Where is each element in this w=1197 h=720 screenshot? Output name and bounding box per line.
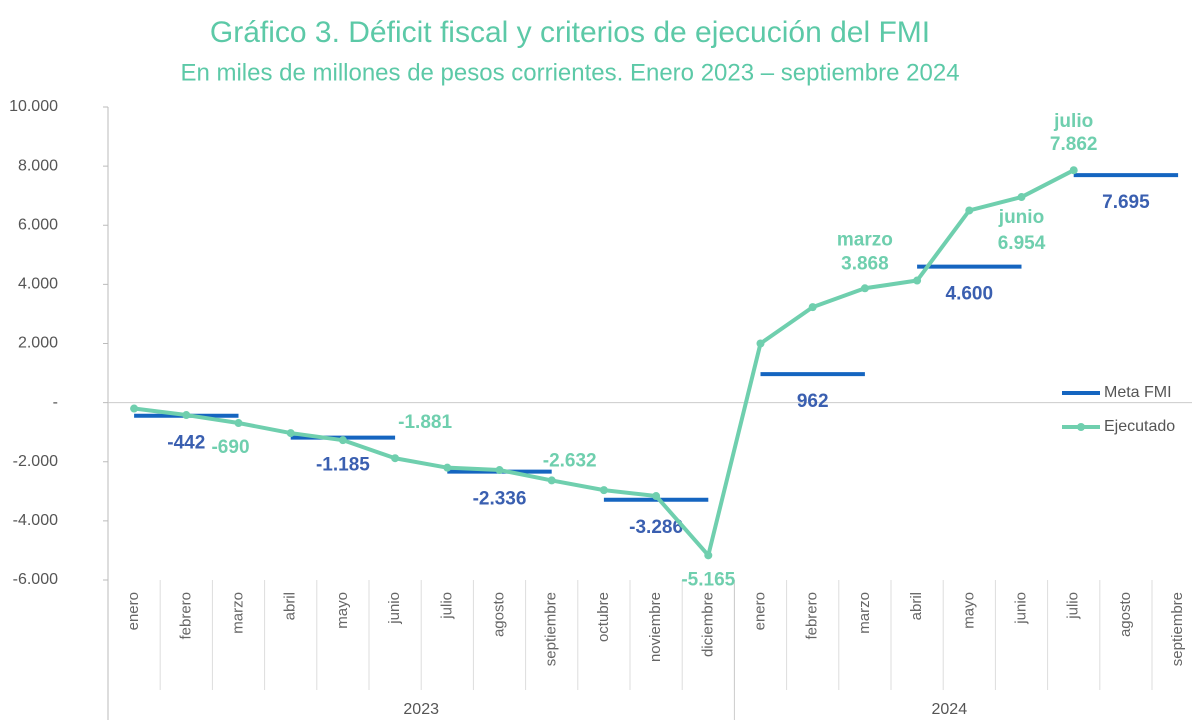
data-label: 7.862 (1050, 134, 1098, 155)
data-label: -2.336 (473, 489, 527, 510)
data-label: -5.165 (681, 569, 735, 590)
group-label: 2024 (932, 701, 968, 718)
data-label: -1.881 (398, 412, 452, 433)
x-tick-label: enero (125, 592, 142, 630)
x-tick-label: septiembre (1169, 592, 1186, 666)
data-label: 7.695 (1102, 192, 1150, 213)
y-tick-label: 8.000 (18, 157, 58, 174)
legend-dot (1077, 423, 1085, 431)
point (286, 429, 295, 438)
x-tick-label: agosto (490, 592, 507, 637)
data-label: -1.185 (316, 455, 370, 476)
data-label: -442 (167, 433, 205, 454)
point (965, 206, 974, 215)
point (652, 492, 661, 501)
point (443, 463, 452, 472)
point (234, 419, 243, 428)
legend-label: Ejecutado (1104, 418, 1175, 435)
x-tick-label: noviembre (647, 592, 664, 662)
x-tick-label: octubre (595, 592, 612, 642)
x-tick-label: febrero (177, 592, 194, 640)
point (495, 466, 504, 475)
x-tick-label: enero (751, 592, 768, 630)
x-tick-label: agosto (1117, 592, 1134, 637)
y-tick-label: - (53, 394, 58, 411)
x-tick-label: febrero (804, 592, 821, 640)
data-label-month: julio (1053, 111, 1093, 132)
chart-title: Gráfico 3. Déficit fiscal y criterios de… (210, 16, 930, 49)
x-tick-label: abril (282, 592, 299, 620)
data-label: 4.600 (946, 284, 994, 305)
x-tick-label: julio (438, 592, 455, 620)
point (599, 486, 608, 495)
y-tick-label: -6.000 (13, 571, 58, 588)
data-label: -2.632 (543, 450, 597, 471)
data-label-month: marzo (837, 229, 893, 250)
x-tick-label: junio (386, 592, 403, 625)
y-tick-label: 10.000 (9, 98, 58, 115)
x-tick-label: marzo (229, 592, 246, 634)
data-label: -690 (211, 437, 249, 458)
x-tick-label: junio (1012, 592, 1029, 625)
y-tick-label: 6.000 (18, 216, 58, 233)
data-label: 3.868 (841, 253, 889, 274)
x-tick-label: diciembre (699, 592, 716, 657)
data-label: 6.954 (998, 233, 1046, 254)
chart-subtitle: En miles de millones de pesos corrientes… (180, 59, 959, 86)
data-label: -3.286 (629, 517, 683, 538)
point (391, 454, 400, 463)
x-tick-label: abril (908, 592, 925, 620)
group-label: 2023 (403, 701, 439, 718)
point (913, 276, 922, 285)
point (1017, 193, 1026, 202)
point (182, 411, 191, 420)
y-tick-label: -2.000 (13, 453, 58, 470)
y-tick-label: -4.000 (13, 512, 58, 529)
data-label: 962 (797, 391, 829, 412)
point (860, 284, 869, 293)
x-tick-label: septiembre (543, 592, 560, 666)
point (130, 404, 139, 413)
data-label-month: junio (998, 207, 1044, 228)
y-tick-label: 2.000 (18, 335, 58, 352)
x-tick-label: marzo (856, 592, 873, 634)
legend-label: Meta FMI (1104, 384, 1172, 401)
x-tick-label: julio (1065, 592, 1082, 620)
point (547, 476, 556, 485)
x-tick-label: mayo (960, 592, 977, 629)
point (1069, 166, 1078, 175)
line (133, 168, 1075, 558)
point (808, 303, 817, 312)
y-tick-label: 4.000 (18, 276, 58, 293)
point (756, 339, 765, 348)
point (704, 551, 713, 560)
point (338, 436, 347, 445)
x-tick-label: mayo (334, 592, 351, 629)
